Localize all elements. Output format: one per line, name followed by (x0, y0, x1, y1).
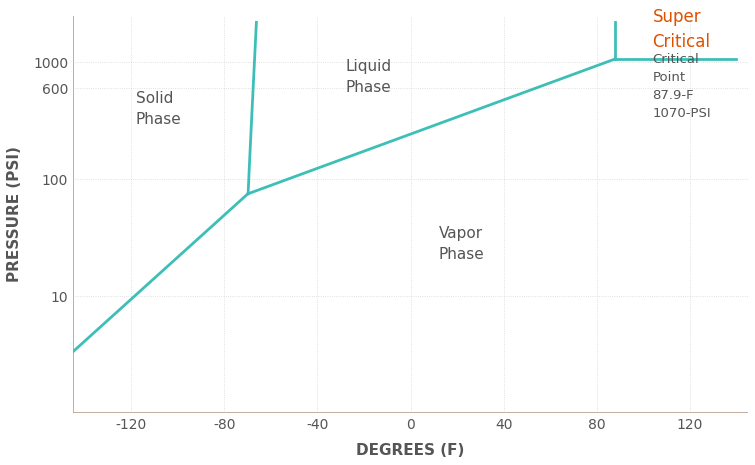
X-axis label: DEGREES (F): DEGREES (F) (356, 443, 465, 458)
Text: Super
Critical: Super Critical (652, 8, 710, 51)
Text: Liquid
Phase: Liquid Phase (345, 59, 392, 95)
Y-axis label: PRESSURE (PSI): PRESSURE (PSI) (7, 146, 22, 282)
Text: Solid
Phase: Solid Phase (136, 91, 182, 127)
Text: Critical
Point
87.9-F
1070-PSI: Critical Point 87.9-F 1070-PSI (652, 53, 711, 120)
Text: Vapor
Phase: Vapor Phase (439, 226, 484, 262)
